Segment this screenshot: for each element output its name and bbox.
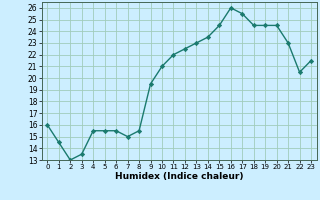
X-axis label: Humidex (Indice chaleur): Humidex (Indice chaleur) (115, 172, 244, 181)
